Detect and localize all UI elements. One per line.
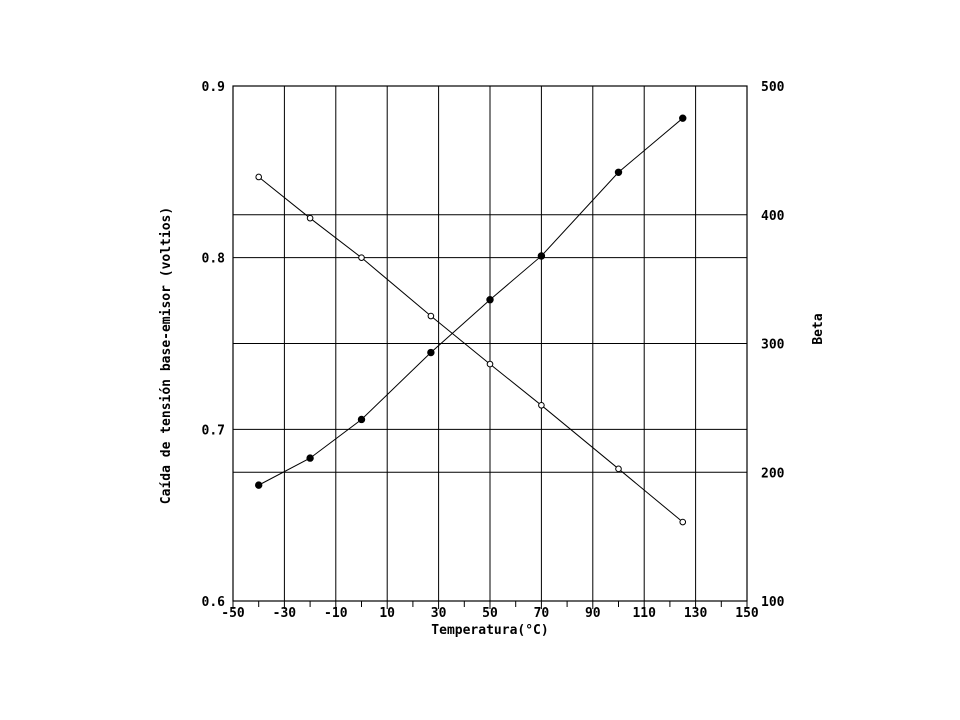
x-tick-label: 110 xyxy=(632,606,656,621)
y-tick-label: 0.8 xyxy=(202,252,226,267)
beta-data-point xyxy=(306,454,314,462)
y2-tick-label: 300 xyxy=(761,338,785,353)
vbe-series-line xyxy=(258,176,684,523)
x-tick-label: -50 xyxy=(221,606,245,621)
vbe-data-point xyxy=(358,254,365,261)
y2-tick-label: 200 xyxy=(761,466,785,481)
grid-lines xyxy=(232,85,748,609)
x-tick-label: -30 xyxy=(273,606,297,621)
vbe-data-point xyxy=(255,173,263,181)
y-tick-label: 0.7 xyxy=(202,423,225,438)
y-tick-label: 0.6 xyxy=(202,595,226,610)
x-axis-title: Temperatura(°C) xyxy=(431,623,548,638)
vbe-data-point xyxy=(615,465,622,473)
x-tick-label: 30 xyxy=(431,606,447,621)
y2-axis-title: Beta xyxy=(811,313,826,344)
beta-data-point xyxy=(679,114,687,122)
x-tick-label: 130 xyxy=(684,606,708,621)
y2-tick-labels: 100 200 300 400 500 xyxy=(761,80,785,610)
y2-tick-label: 100 xyxy=(761,595,785,610)
x-tick-label: 50 xyxy=(482,606,498,621)
vbe-data-point xyxy=(538,402,545,409)
beta-series-line xyxy=(258,117,684,486)
y2-tick-label: 500 xyxy=(761,80,785,95)
beta-data-point xyxy=(614,168,623,176)
beta-data-point xyxy=(537,252,546,260)
vbe-data-point xyxy=(679,518,687,526)
y-tick-labels: 0.6 0.7 0.8 0.9 xyxy=(202,80,226,610)
vbe-data-point xyxy=(486,360,494,368)
x-tick-label: -10 xyxy=(324,606,348,621)
x-tick-label: 150 xyxy=(735,606,759,621)
beta-data-point xyxy=(357,415,366,424)
x-tick-labels: -50 -30 -10 10 30 50 70 90 110 130 150 xyxy=(221,606,759,621)
beta-data-point xyxy=(486,296,494,304)
vbe-data-point xyxy=(306,214,314,222)
vbe-data-point xyxy=(427,312,435,320)
x-tick-label: 10 xyxy=(379,606,395,621)
beta-data-point xyxy=(255,481,263,489)
plot-frame xyxy=(232,85,748,602)
y2-tick-label: 400 xyxy=(761,209,785,224)
y-tick-label: 0.9 xyxy=(202,80,225,95)
beta-data-point xyxy=(427,348,435,357)
x-tick-label: 90 xyxy=(585,606,601,621)
y-axis-title: Caída de tensión base-emisor (voltios) xyxy=(159,207,174,504)
x-tick-label: 70 xyxy=(534,606,550,621)
series-layer xyxy=(255,114,687,526)
